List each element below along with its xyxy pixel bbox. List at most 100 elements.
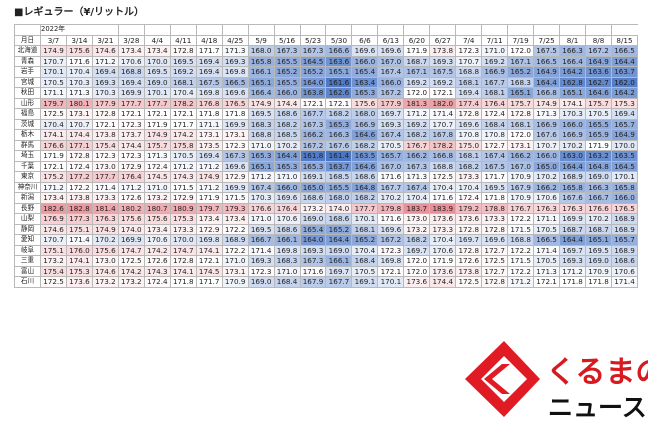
price-cell: 165.8	[247, 55, 275, 67]
price-cell: 164.0	[299, 76, 327, 88]
price-cell: 171.4	[610, 276, 639, 288]
year-spacer	[195, 24, 223, 35]
price-cell: 165.7	[377, 150, 405, 162]
price-cell: 171.2	[403, 108, 431, 120]
price-cell: 167.5	[195, 76, 223, 88]
price-cell: 169.6	[377, 223, 405, 235]
date-header: 3/7	[40, 34, 67, 46]
price-cell: 174.1	[65, 255, 93, 267]
price-cell: 174.1	[40, 129, 67, 141]
price-cell: 171.9	[40, 150, 67, 162]
price-cell: 170.2	[377, 192, 405, 204]
price-cell: 162.6	[325, 87, 353, 99]
prefecture-label: 長野	[14, 202, 41, 214]
price-cell: 173.3	[429, 223, 457, 235]
price-cell: 171.1	[533, 213, 561, 225]
price-cell: 170.6	[117, 55, 145, 67]
price-cell: 176.9	[40, 213, 67, 225]
price-cell: 169.3	[247, 255, 275, 267]
price-cell: 171.2	[195, 181, 223, 193]
price-cell: 173.1	[507, 139, 535, 151]
table-row: 岐阜 175.1 176.0 175.6 174.7 174.2 174.7 174.1 172…	[14, 244, 639, 256]
price-cell: 169.2	[403, 118, 431, 130]
price-cell: 175.3	[65, 265, 93, 277]
price-cell: 165.3	[299, 160, 327, 172]
price-cell: 174.9	[91, 223, 119, 235]
prefecture-label: 千葉	[14, 160, 41, 172]
price-cell: 172.0	[403, 255, 431, 267]
price-cell: 172.3	[221, 139, 249, 151]
price-cell: 170.6	[273, 213, 301, 225]
price-cell: 169.7	[455, 234, 483, 246]
price-cell: 174.0	[117, 223, 145, 235]
year-spacer	[325, 24, 352, 35]
table-row: 石川 172.5 173.6 173.2 173.2 172.4 171.8 171.7 170…	[14, 276, 639, 288]
price-cell: 173.2	[299, 202, 327, 214]
price-cell: 171.5	[221, 192, 249, 204]
price-cell: 172.4	[481, 108, 509, 120]
prefecture-label: 神奈川	[14, 181, 41, 193]
price-cell: 174.4	[65, 129, 93, 141]
price-cell: 168.8	[429, 160, 457, 172]
price-cell: 168.7	[403, 55, 431, 67]
price-cell: 163.6	[325, 55, 353, 67]
price-cell: 167.4	[377, 129, 405, 141]
price-cell: 171.9	[403, 45, 431, 57]
price-cell: 163.0	[559, 150, 587, 162]
price-cell: 176.7	[403, 139, 431, 151]
price-cell: 169.0	[247, 276, 275, 288]
price-cell: 179.3	[221, 202, 249, 214]
price-cell: 178.2	[169, 97, 197, 109]
price-cell: 166.7	[585, 192, 612, 204]
date-header: 8/8	[585, 34, 612, 46]
price-cell: 165.7	[610, 118, 639, 130]
price-cell: 169.9	[117, 234, 145, 246]
price-cell: 171.8	[169, 276, 197, 288]
price-cell: 174.7	[169, 244, 197, 256]
price-cell: 168.6	[273, 108, 301, 120]
price-cell: 180.2	[117, 202, 145, 214]
date-header-row: 月日 3/7 3/14 3/21 3/28 4/4 4/11 4/18 4/25 5/9 5/16 5…	[14, 34, 639, 46]
price-cell: 173.3	[455, 171, 483, 183]
price-cell: 172.8	[481, 223, 509, 235]
price-cell: 174.9	[247, 97, 275, 109]
price-cell: 163.5	[610, 150, 639, 162]
price-cell: 177.4	[455, 97, 483, 109]
year-spacer	[351, 24, 378, 35]
price-cell: 171.5	[507, 255, 535, 267]
price-cell: 172.2	[507, 265, 535, 277]
table-row: 群馬 176.6 177.1 175.4 174.4 175.7 175.8 173.5 172…	[14, 139, 639, 151]
price-cell: 172.9	[169, 192, 197, 204]
table-row: 愛知 170.7 171.4 170.2 169.9 170.6 170.0 169.8 168…	[14, 234, 639, 246]
price-cell: 165.3	[325, 118, 353, 130]
price-cell: 168.9	[610, 244, 639, 256]
year-spacer	[273, 24, 301, 35]
price-table-body: 2022年 月日 3/7 3/14 3/21 3/28 4/4 4/11 4/18 4/25 5/9…	[14, 24, 639, 288]
price-cell: 169.4	[195, 150, 223, 162]
table-row: 山梨 176.9 177.3 176.3 175.6 175.6 175.3 173.4 173…	[14, 213, 639, 225]
price-cell: 169.4	[117, 76, 145, 88]
price-cell: 165.0	[533, 160, 561, 172]
price-cell: 172.2	[507, 244, 535, 256]
price-cell: 169.2	[429, 76, 457, 88]
price-cell: 172.8	[169, 255, 197, 267]
price-cell: 177.7	[117, 97, 145, 109]
price-cell: 171.4	[429, 108, 457, 120]
price-cell: 172.1	[377, 265, 405, 277]
price-cell: 170.6	[143, 234, 171, 246]
price-cell: 171.6	[299, 265, 327, 277]
price-cell: 169.0	[325, 244, 353, 256]
price-cell: 164.6	[351, 160, 379, 172]
price-cell: 170.6	[533, 192, 561, 204]
price-cell: 171.7	[169, 118, 197, 130]
price-cell: 168.4	[273, 276, 301, 288]
price-cell: 171.4	[91, 181, 119, 193]
table-row: 福島 172.5 173.1 172.8 172.1 172.1 172.1 171.8 171…	[14, 108, 639, 120]
year-spacer	[403, 24, 430, 35]
price-cell: 169.5	[143, 66, 171, 78]
price-cell: 175.6	[143, 213, 171, 225]
price-cell: 165.2	[299, 66, 327, 78]
price-cell: 168.0	[247, 45, 275, 57]
table-row: 青森 170.7 171.6 171.2 170.6 170.0 169.5 169.4 169…	[14, 55, 639, 67]
price-cell: 167.0	[507, 160, 535, 172]
